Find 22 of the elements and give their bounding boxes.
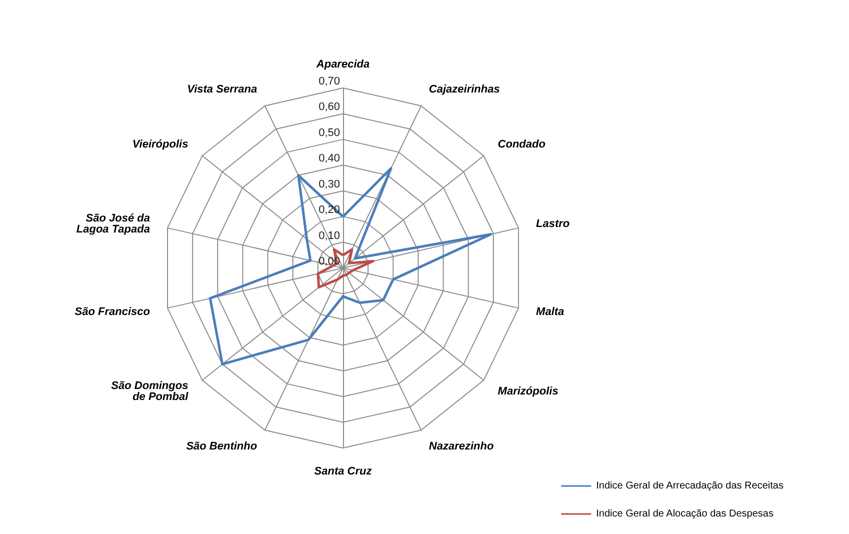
spoke-label: São Bentinho [186,440,258,452]
spoke-label: São Domingos de Pombal [111,380,190,403]
spoke-label: Aparecida [315,58,370,70]
y-tick-label: 0,10 [318,230,340,242]
spoke-label: Condado [498,138,546,151]
spoke-label: Malta [536,306,564,318]
spoke-label: Nazarezinho [428,440,494,452]
y-tick-label: 0,70 [318,76,340,88]
spoke-label: Vieirópolis [132,138,188,151]
y-tick-label: 0,60 [318,101,340,114]
y-tick-label: 0,30 [318,178,340,190]
spoke-label: Vista Serrana [187,84,258,96]
spoke-label: São José da Lagoa Tapada [76,212,150,236]
spoke-label: Santa Cruz [314,466,372,478]
legend-label: Indice Geral de Arrecadação das Receitas [596,480,784,492]
spoke-label: Cajazeirinhas [428,84,500,96]
legend-label: Indice Geral de Alocação das Despesas [596,508,774,520]
spoke-label: Marizópolis [498,385,558,398]
y-tick-label: 0,40 [318,152,340,165]
spoke-label: Lastro [536,218,570,230]
spoke-label: São Francisco [74,306,150,318]
y-tick-label: 0,50 [318,126,340,139]
